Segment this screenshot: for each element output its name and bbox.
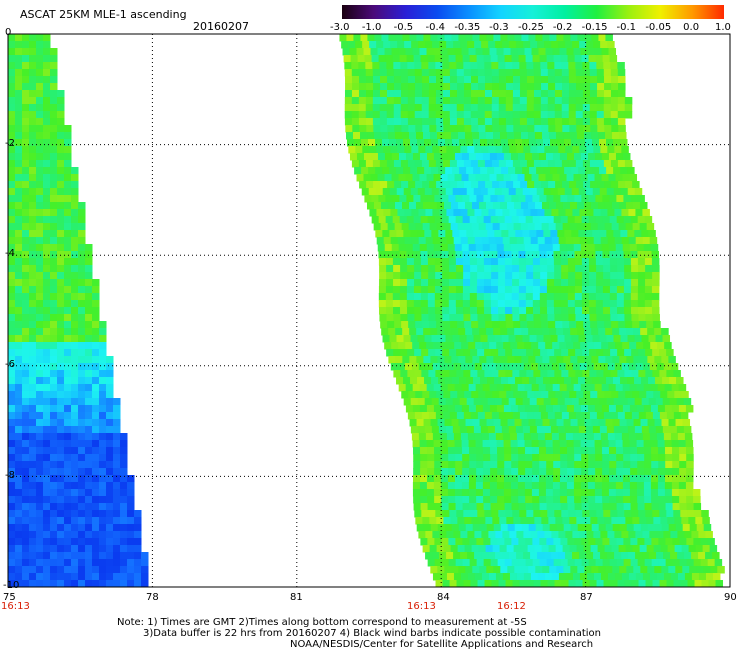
colorbar-tick-label: -1.0 [361, 22, 382, 33]
colorbar-tick-label: -0.1 [616, 22, 637, 33]
y-tick-label: -2 [5, 138, 15, 149]
colorbar-tick-label: 1.0 [715, 22, 731, 33]
y-tick-label: -10 [3, 580, 20, 591]
y-tick-label: 0 [5, 27, 12, 38]
x-tick-label: 87 [580, 592, 593, 603]
grid-lines [8, 34, 730, 587]
colorbar-tick-label: -0.25 [518, 22, 544, 33]
x-tick-label: 81 [290, 592, 303, 603]
colorbar-tick-label: -0.2 [552, 22, 573, 33]
swath-cells [8, 34, 725, 588]
x-tick-label: 90 [724, 592, 737, 603]
plot-frame [7, 33, 731, 588]
figure-title: ASCAT 25KM MLE-1 ascending [20, 8, 187, 21]
figure-date: 20160207 [193, 20, 249, 33]
colorbar-tick-label: -0.4 [425, 22, 446, 33]
colorbar-tick-label: -0.3 [489, 22, 509, 33]
note-line-1: Note: 1) Times are GMT 2)Times along bot… [117, 617, 527, 628]
note-line-2: 3)Data buffer is 22 hrs from 20160207 4)… [143, 628, 601, 639]
colorbar-tick-label: -0.15 [581, 22, 608, 33]
x-tick-label: 75 [3, 592, 16, 603]
colorbar-tick-label: -3.0 [330, 22, 350, 33]
colorbar-tick-label: -0.35 [454, 22, 481, 33]
colorbar-tick-label: -0.5 [393, 22, 414, 33]
colorbar [342, 5, 724, 19]
colorbar-tick-label: -0.05 [645, 22, 672, 33]
time-label: 16:13 [407, 601, 436, 612]
colorbar-gradient [342, 5, 724, 19]
time-label: 16:13 [1, 601, 30, 612]
time-label: 16:12 [497, 601, 526, 612]
colorbar-tick-label: 0.0 [683, 22, 700, 33]
x-tick-label: 78 [146, 592, 159, 603]
x-tick-label: 84 [437, 592, 450, 603]
note-line-3: NOAA/NESDIS/Center for Satellite Applica… [290, 639, 594, 650]
y-tick-label: -8 [5, 470, 15, 481]
y-tick-label: -4 [5, 248, 15, 259]
y-tick-label: -6 [5, 359, 15, 370]
